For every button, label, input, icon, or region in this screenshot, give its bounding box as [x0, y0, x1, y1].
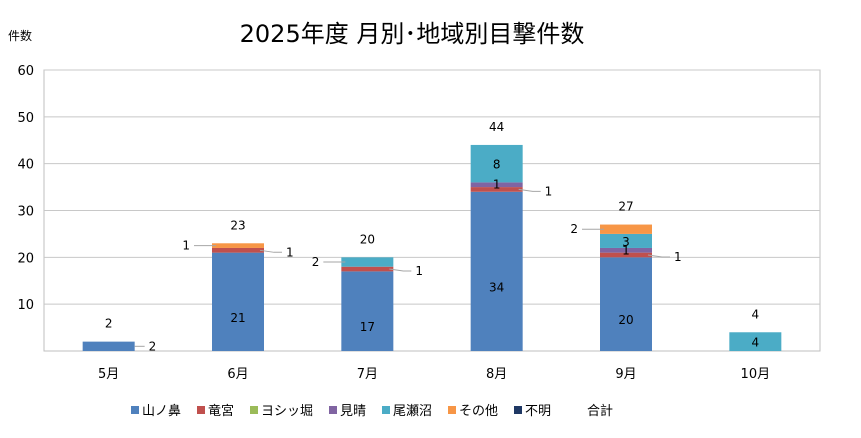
bar-segment-0-1: [212, 252, 264, 351]
legend-label-7: 合計: [587, 403, 613, 419]
data-label-4-2: 2: [312, 255, 320, 269]
leader-1-1: [259, 249, 282, 253]
data-label-4-5: 4: [752, 336, 760, 350]
legend-swatch-6: [514, 406, 522, 414]
y-tick-label-40: 40: [17, 158, 34, 173]
data-label-0-3: 34: [489, 280, 504, 294]
data-label-0-1: 21: [230, 311, 245, 325]
bar-segment-1-4: [600, 252, 652, 258]
data-label-1-1: 1: [286, 245, 294, 259]
y-axis-unit-label: 件数: [8, 28, 32, 43]
legend-label-0: 山ノ鼻: [142, 403, 181, 419]
y-tick-label-20: 20: [17, 251, 34, 266]
y-axis-ticks: 10 20 30 40 50 60: [17, 64, 34, 313]
legend-label-3: 見晴: [340, 404, 366, 419]
bar-segment-5-1: [212, 243, 264, 248]
bar-segment-0-3: [470, 191, 523, 351]
data-label-4-4: 3: [622, 235, 630, 249]
legend: 山ノ鼻 竜宮 ヨシッ堀 見晴 尾瀬沼 その他 不明 合計: [131, 403, 613, 419]
x-tick-label-2: 6月: [227, 367, 248, 382]
chart-title: 2025年度 月別･地域別目撃件数: [240, 20, 585, 48]
x-tick-label-4: 8月: [486, 367, 507, 382]
data-label-3-4: 1: [622, 243, 630, 257]
x-axis-ticks: 5月 6月 7月 8月 9月 10月: [98, 367, 770, 382]
x-tick-label-6: 10月: [741, 367, 771, 382]
bars: [82, 144, 782, 351]
x-tick-label-3: 7月: [357, 367, 378, 382]
y-tick-label-50: 50: [17, 111, 34, 126]
data-label-1-3: 1: [545, 184, 553, 198]
y-tick-label-60: 60: [17, 64, 34, 79]
bar-segment-0-4: [600, 257, 652, 351]
bar-segment-4-2: [341, 257, 394, 267]
legend-label-6: 不明: [525, 404, 551, 419]
legend-swatch-1: [197, 406, 205, 414]
x-tick-label-5: 9月: [615, 367, 636, 382]
bar-segment-0-0: [82, 341, 135, 351]
legend-swatch-5: [448, 406, 456, 414]
y-tick-label-10: 10: [17, 298, 34, 313]
legend-label-5: その他: [459, 404, 498, 419]
bar-segment-3-4: [600, 247, 652, 253]
bar-segment-4-5: [729, 332, 782, 351]
legend-label-2: ヨシッ堀: [261, 404, 313, 419]
y-tick-label-30: 30: [17, 205, 34, 220]
bar-segment-3-3: [470, 182, 523, 188]
leader-1-3: [518, 188, 541, 192]
bar-segment-0-2: [341, 271, 394, 351]
bar-segment-4-4: [600, 233, 652, 248]
data-label-4-3: 8: [493, 158, 501, 172]
leader-1-2: [389, 268, 412, 272]
bar-segment-1-1: [212, 247, 264, 253]
data-label-1-4: 1: [674, 250, 682, 264]
bar-segment-1-2: [341, 266, 394, 272]
data-label-0-0: 2: [149, 339, 157, 353]
total-label-2: 20: [360, 232, 375, 246]
legend-swatch-3: [329, 406, 337, 414]
leader-1-4: [647, 254, 670, 258]
legend-label-1: 竜宮: [208, 403, 234, 419]
total-label-1: 23: [230, 218, 245, 232]
legend-label-4: 尾瀬沼: [393, 404, 432, 419]
data-label-3-3: 1: [493, 178, 501, 192]
legend-swatch-4: [382, 406, 390, 414]
x-tick-label-1: 5月: [98, 367, 119, 382]
gridlines: [44, 69, 820, 305]
data-label-5-1: 1: [182, 239, 190, 253]
total-label-4: 27: [618, 200, 633, 214]
bar-segment-1-3: [470, 187, 523, 192]
legend-swatch-0: [131, 406, 139, 414]
bar-segment-4-3: [470, 144, 523, 183]
bar-segment-5-4: [600, 224, 652, 234]
total-label-5: 4: [752, 307, 760, 321]
total-label-3: 44: [489, 120, 504, 134]
data-label-1-2: 1: [415, 264, 423, 278]
data-label-5-4: 2: [570, 222, 578, 236]
data-label-0-4: 20: [618, 313, 633, 327]
data-label-0-2: 17: [360, 320, 375, 334]
total-label-0: 2: [105, 317, 113, 331]
legend-swatch-2: [250, 406, 258, 414]
